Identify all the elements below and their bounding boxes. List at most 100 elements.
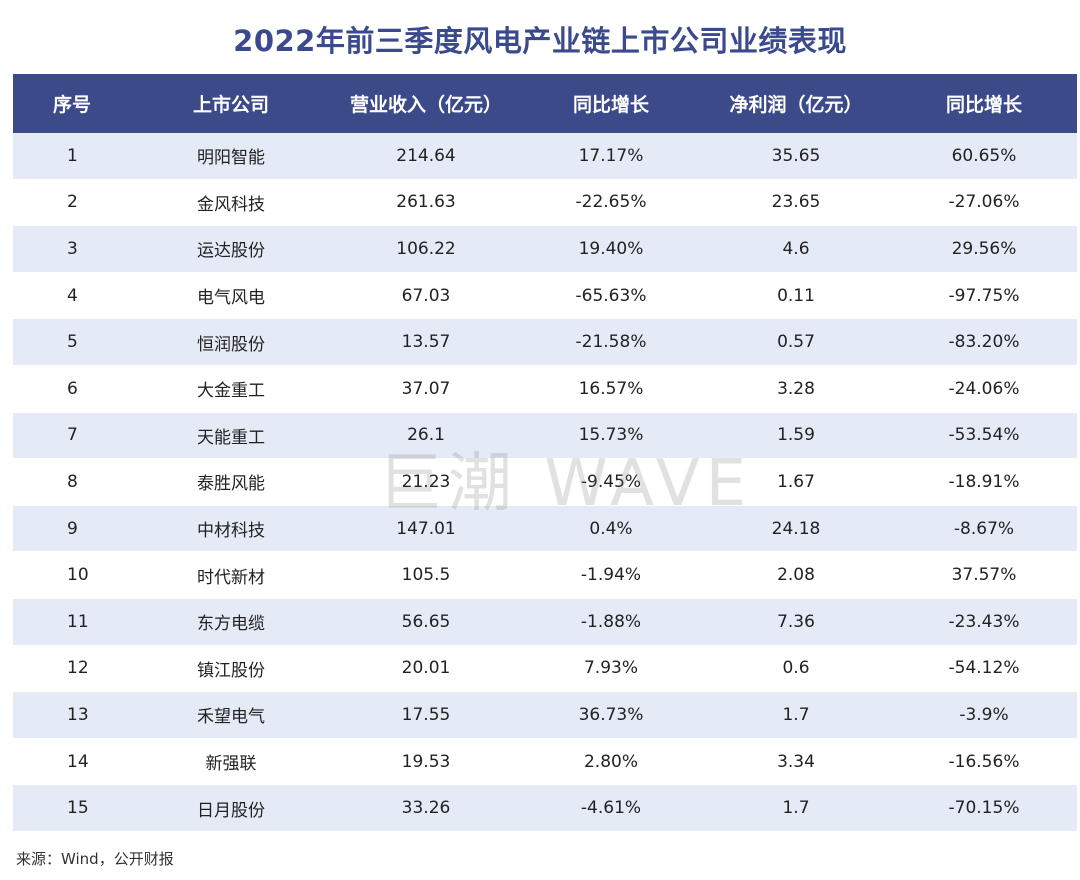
- value-cell: -23.43%: [891, 598, 1077, 646]
- row-index-cell: 11: [13, 598, 131, 646]
- value-cell: 60.65%: [891, 133, 1077, 180]
- table-row: 6 大金重工 37.07 16.57% 3.28 -24.06%: [13, 365, 1077, 413]
- value-cell: 2.80%: [521, 738, 701, 786]
- value-cell: 3.34: [701, 738, 891, 786]
- value-cell: 16.57%: [521, 365, 701, 413]
- table-row: 2 金风科技 261.63 -22.65% 23.65 -27.06%: [13, 179, 1077, 227]
- value-cell: -24.06%: [891, 365, 1077, 413]
- row-index-cell: 13: [13, 691, 131, 739]
- row-index-cell: 12: [13, 645, 131, 693]
- value-cell: -8.67%: [891, 505, 1077, 553]
- value-cell: -53.54%: [891, 412, 1077, 460]
- value-cell: 2.08: [701, 551, 891, 599]
- company-cell: 大金重工: [131, 365, 331, 413]
- value-cell: 106.22: [331, 225, 521, 273]
- table-row: 7 天能重工 26.1 15.73% 1.59 -53.54%: [13, 412, 1077, 460]
- value-cell: 0.6: [701, 645, 891, 693]
- value-cell: 20.01: [331, 645, 521, 693]
- value-cell: -1.94%: [521, 551, 701, 599]
- value-cell: 0.11: [701, 272, 891, 320]
- column-header: 同比增长: [521, 74, 701, 133]
- table-row: 9 中材科技 147.01 0.4% 24.18 -8.67%: [13, 505, 1077, 553]
- value-cell: 261.63: [331, 179, 521, 227]
- value-cell: -21.58%: [521, 318, 701, 366]
- table-body: 1 明阳智能 214.64 17.17% 35.65 60.65% 2 金风科技 261.63-…: [13, 133, 1077, 832]
- value-cell: 67.03: [331, 272, 521, 320]
- company-cell: 恒润股份: [131, 318, 331, 366]
- value-cell: 36.73%: [521, 691, 701, 739]
- company-cell: 泰胜风能: [131, 458, 331, 506]
- value-cell: -97.75%: [891, 272, 1077, 320]
- value-cell: 1.59: [701, 412, 891, 460]
- value-cell: 1.67: [701, 458, 891, 506]
- column-header: 上市公司: [131, 74, 331, 133]
- value-cell: 37.57%: [891, 551, 1077, 599]
- value-cell: 1.7: [701, 784, 891, 832]
- column-header: 营业收入（亿元）: [331, 74, 521, 133]
- row-index-cell: 7: [13, 412, 131, 460]
- value-cell: 0.57: [701, 318, 891, 366]
- value-cell: 214.64: [331, 133, 521, 180]
- company-cell: 天能重工: [131, 412, 331, 460]
- company-cell: 东方电缆: [131, 598, 331, 646]
- value-cell: -16.56%: [891, 738, 1077, 786]
- value-cell: 21.23: [331, 458, 521, 506]
- value-cell: 13.57: [331, 318, 521, 366]
- row-index-cell: 4: [13, 272, 131, 320]
- value-cell: 15.73%: [521, 412, 701, 460]
- value-cell: 7.93%: [521, 645, 701, 693]
- value-cell: 147.01: [331, 505, 521, 553]
- row-index-cell: 14: [13, 738, 131, 786]
- row-index-cell: 6: [13, 365, 131, 413]
- row-index-cell: 5: [13, 318, 131, 366]
- value-cell: 37.07: [331, 365, 521, 413]
- row-index-cell: 2: [13, 179, 131, 227]
- value-cell: 17.17%: [521, 133, 701, 180]
- value-cell: 35.65: [701, 133, 891, 180]
- value-cell: -9.45%: [521, 458, 701, 506]
- table-row: 11 东方电缆 56.65 -1.88% 7.36 -23.43%: [13, 598, 1077, 646]
- value-cell: 17.55: [331, 691, 521, 739]
- company-cell: 中材科技: [131, 505, 331, 553]
- table-row: 4 电气风电 67.03 -65.63% 0.11 -97.75%: [13, 272, 1077, 320]
- value-cell: 26.1: [331, 412, 521, 460]
- value-cell: -18.91%: [891, 458, 1077, 506]
- value-cell: 4.6: [701, 225, 891, 273]
- row-index-cell: 8: [13, 458, 131, 506]
- value-cell: 23.65: [701, 179, 891, 227]
- company-cell: 新强联: [131, 738, 331, 786]
- company-cell: 日月股份: [131, 784, 331, 832]
- value-cell: 7.36: [701, 598, 891, 646]
- column-header: 净利润（亿元）: [701, 74, 891, 133]
- row-index-cell: 10: [13, 551, 131, 599]
- row-index-cell: 9: [13, 505, 131, 553]
- value-cell: -54.12%: [891, 645, 1077, 693]
- value-cell: 33.26: [331, 784, 521, 832]
- value-cell: 0.4%: [521, 505, 701, 553]
- table-row: 14 新强联 19.53 2.80% 3.34 -16.56%: [13, 738, 1077, 786]
- value-cell: 24.18: [701, 505, 891, 553]
- row-index-cell: 1: [13, 133, 131, 180]
- value-cell: 105.5: [331, 551, 521, 599]
- value-cell: -4.61%: [521, 784, 701, 832]
- value-cell: -70.15%: [891, 784, 1077, 832]
- chart-title: 2022年前三季度风电产业链上市公司业绩表现: [233, 24, 847, 58]
- row-index-cell: 3: [13, 225, 131, 273]
- table-row: 3 运达股份 106.22 19.40% 4.6 29.56%: [13, 225, 1077, 273]
- value-cell: 1.7: [701, 691, 891, 739]
- table-row: 15 日月股份 33.26 -4.61% 1.7 -70.15%: [13, 784, 1077, 832]
- value-cell: 56.65: [331, 598, 521, 646]
- value-cell: -3.9%: [891, 691, 1077, 739]
- company-cell: 禾望电气: [131, 691, 331, 739]
- company-cell: 时代新材: [131, 551, 331, 599]
- row-index-cell: 15: [13, 784, 131, 832]
- value-cell: -27.06%: [891, 179, 1077, 227]
- table-row: 12 镇江股份 20.01 7.93% 0.6 -54.12%: [13, 645, 1077, 693]
- company-cell: 电气风电: [131, 272, 331, 320]
- table-row: 8 泰胜风能 21.23 -9.45% 1.67 -18.91%: [13, 458, 1077, 506]
- company-cell: 运达股份: [131, 225, 331, 273]
- column-header: 序号: [13, 74, 131, 133]
- company-cell: 明阳智能: [131, 133, 331, 180]
- value-cell: -83.20%: [891, 318, 1077, 366]
- value-cell: 19.40%: [521, 225, 701, 273]
